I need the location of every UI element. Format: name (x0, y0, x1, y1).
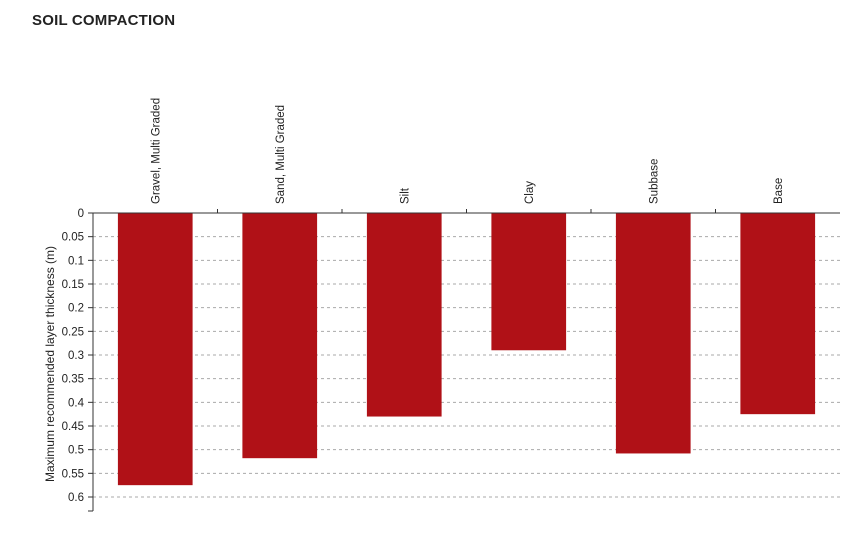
chart-title: SOIL COMPACTION (32, 12, 176, 29)
y-axis-title: Maximum recommended layer thickness (m) (43, 246, 57, 482)
y-tick-label: 0.6 (68, 492, 84, 504)
category-label: Subbase (648, 159, 660, 204)
y-tick-label: 0.3 (68, 350, 84, 362)
y-tick-label: 0.2 (68, 303, 84, 315)
y-tick-label: 0.05 (62, 232, 84, 244)
y-tick-label: 0.4 (68, 397, 85, 409)
y-tick-label: 0.1 (68, 255, 84, 267)
bar (740, 213, 816, 415)
y-tick-label: 0 (78, 208, 84, 220)
bars (117, 213, 816, 486)
bar (117, 213, 193, 486)
bar (615, 213, 691, 454)
y-tick-label: 0.5 (68, 445, 84, 457)
y-tick-label: 0.55 (62, 468, 84, 480)
bar (366, 213, 442, 417)
category-label: Base (773, 178, 785, 204)
category-label: Silt (399, 187, 411, 204)
category-label: Sand, Multi Graded (275, 105, 287, 204)
bar (242, 213, 318, 459)
gridlines (93, 236, 840, 498)
y-axis: 0 0.05 0.1 0.15 0.2 0.25 0.3 0.35 0.4 0.45 0.5 0.55… (62, 208, 840, 512)
y-tick-label: 0.45 (62, 421, 84, 433)
bar (491, 213, 567, 351)
y-tick-label: 0.15 (62, 279, 84, 291)
y-tick-label: 0.35 (62, 374, 84, 386)
category-labels: Gravel, Multi Graded Sand, Multi Graded Si… (150, 98, 785, 204)
category-label: Clay (524, 181, 536, 204)
category-label: Gravel, Multi Graded (150, 98, 162, 204)
y-tick-label: 0.25 (62, 326, 84, 338)
